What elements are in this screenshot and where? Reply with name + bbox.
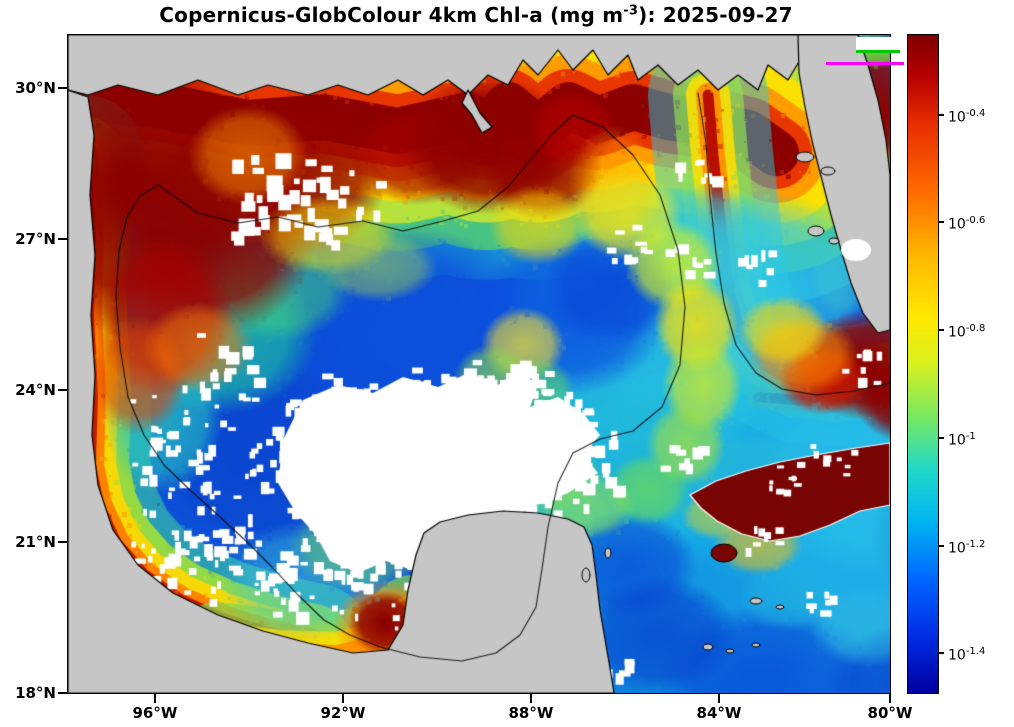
colorbar-tick-mark [938,328,944,331]
x-tick-mark [889,693,891,703]
x-tick-mark [341,693,344,703]
x-tick-label: 84°W [696,704,742,722]
x-tick-label: 80°W [867,704,913,722]
colorbar-tick-label: 10-0.4 [948,108,986,126]
y-tick-mark [58,86,68,89]
colorbar-tick-label: 10-1.4 [948,645,986,664]
colorbar-tick-mark [938,651,944,654]
colorbar-tick-mark [938,437,944,440]
colorbar-tick-label: 10-0.8 [948,322,986,341]
colorbar [907,34,939,694]
x-tick-label: 88°W [508,704,554,722]
x-tick-mark [153,693,156,703]
y-tick-label: 18°N [15,684,56,702]
y-tick-label: 21°N [15,532,56,551]
title-prefix: Copernicus-GlobColour 4km Chl-a (mg m [159,3,624,27]
colorbar-tick-mark [938,114,944,116]
y-tick-mark [58,389,68,392]
x-tick-mark [529,693,532,703]
title-suffix: ): 2025-09-27 [638,3,793,27]
colorbar-tick-label: 10-1.2 [948,539,986,557]
figure-title: Copernicus-GlobColour 4km Chl-a (mg m-3)… [60,3,892,27]
y-tick-label: 27°N [15,230,56,249]
map-canvas [68,35,890,693]
y-tick-mark [58,540,68,543]
x-tick-label: 92°W [320,704,366,722]
y-tick-label: 30°N [15,78,56,97]
y-tick-mark [58,692,68,694]
nodata-artifact-strip [856,37,900,53]
colorbar-tick-label: 10-1 [948,431,976,449]
colorbar-tick-mark [938,545,944,547]
colorbar-tick-label: 10-0.6 [948,215,986,233]
y-tick-mark [58,238,68,241]
title-exponent: -3 [623,3,639,19]
y-tick-label: 24°N [15,381,56,400]
x-tick-label: 96°W [132,704,178,722]
colorbar-tick-mark [938,221,944,223]
x-tick-mark [718,693,721,703]
colorbar-gradient [908,35,938,693]
map-plot-area [67,34,891,694]
magenta-artifact-line [826,62,904,65]
